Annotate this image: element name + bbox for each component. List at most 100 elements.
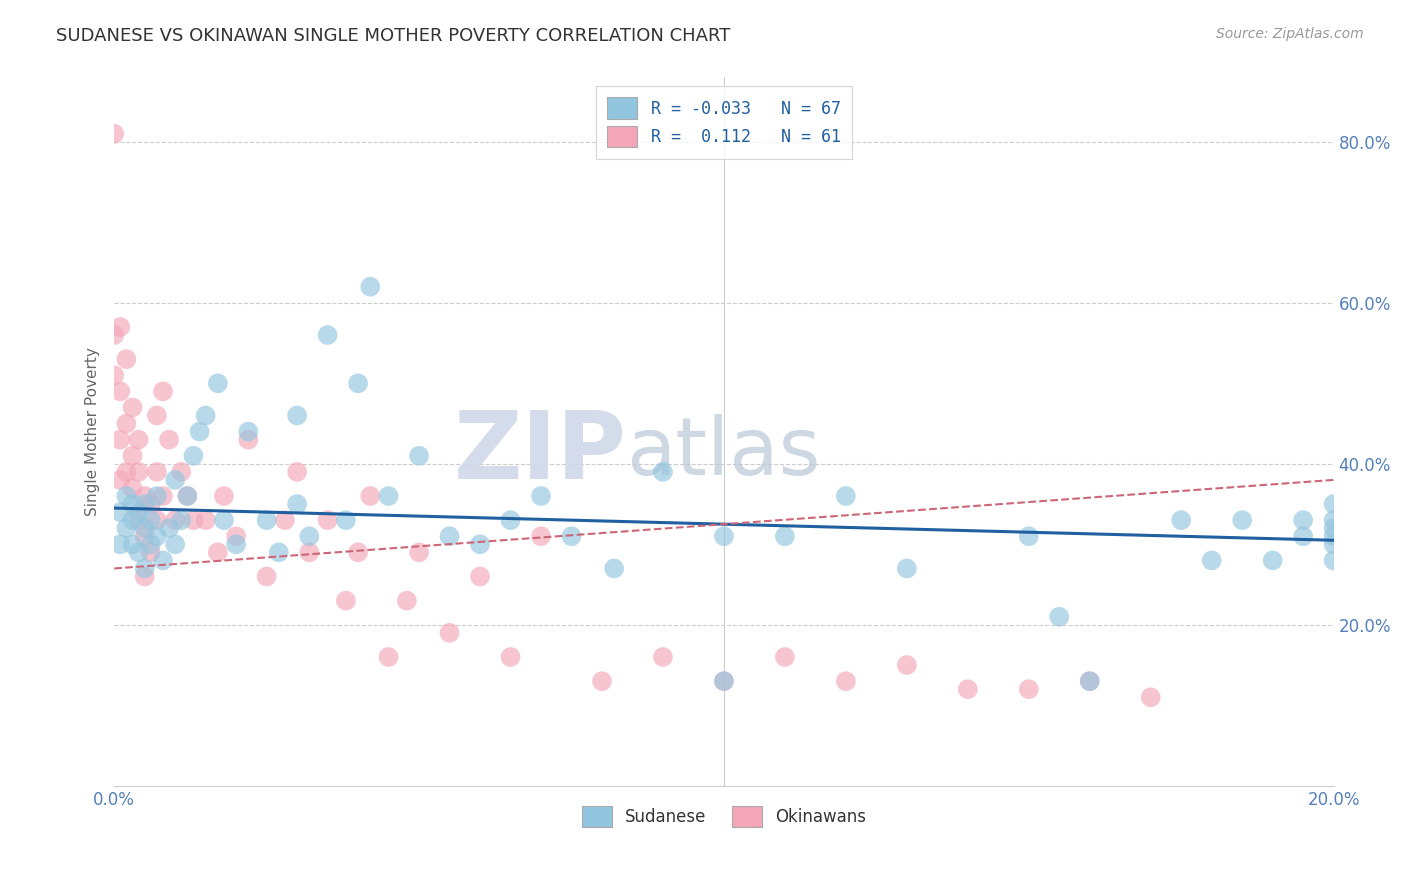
Point: [1078, 674, 1101, 689]
Point: [152, 489, 174, 503]
Point: [560, 529, 582, 543]
Point: [170, 465, 193, 479]
Point: [956, 682, 979, 697]
Point: [110, 537, 132, 551]
Point: [439, 529, 461, 543]
Point: [212, 513, 235, 527]
Point: [395, 593, 418, 607]
Point: [377, 489, 399, 503]
Point: [194, 513, 217, 527]
Point: [499, 650, 522, 665]
Point: [139, 497, 162, 511]
Text: SUDANESE VS OKINAWAN SINGLE MOTHER POVERTY CORRELATION CHART: SUDANESE VS OKINAWAN SINGLE MOTHER POVER…: [56, 27, 731, 45]
Point: [1078, 674, 1101, 689]
Point: [530, 529, 553, 543]
Point: [285, 409, 308, 423]
Point: [134, 489, 156, 503]
Point: [176, 489, 198, 503]
Point: [773, 529, 796, 543]
Point: [183, 449, 205, 463]
Point: [110, 433, 132, 447]
Point: [128, 433, 150, 447]
Point: [139, 537, 162, 551]
Point: [652, 650, 675, 665]
Point: [408, 449, 430, 463]
Point: [134, 529, 156, 543]
Point: [121, 401, 143, 415]
Point: [225, 537, 247, 551]
Point: [713, 529, 735, 543]
Point: [212, 489, 235, 503]
Point: [408, 545, 430, 559]
Point: [713, 674, 735, 689]
Point: [146, 465, 169, 479]
Point: [835, 489, 858, 503]
Point: [335, 513, 357, 527]
Point: [128, 505, 150, 519]
Point: [285, 465, 308, 479]
Point: [1230, 513, 1253, 527]
Point: [165, 513, 187, 527]
Text: atlas: atlas: [626, 414, 821, 491]
Point: [176, 489, 198, 503]
Point: [1170, 513, 1192, 527]
Point: [128, 545, 150, 559]
Point: [110, 473, 132, 487]
Point: [110, 505, 132, 519]
Point: [134, 569, 156, 583]
Point: [170, 513, 193, 527]
Point: [152, 553, 174, 567]
Point: [152, 384, 174, 399]
Point: [139, 513, 162, 527]
Point: [1047, 609, 1070, 624]
Point: [225, 529, 247, 543]
Point: [896, 561, 918, 575]
Point: [146, 513, 169, 527]
Point: [134, 561, 156, 575]
Point: [103, 328, 125, 343]
Point: [139, 545, 162, 559]
Point: [128, 513, 150, 527]
Point: [468, 569, 491, 583]
Point: [316, 513, 339, 527]
Point: [347, 376, 370, 391]
Point: [207, 376, 229, 391]
Point: [146, 489, 169, 503]
Point: [115, 352, 138, 367]
Point: [298, 545, 321, 559]
Legend: Sudanese, Okinawans: Sudanese, Okinawans: [575, 799, 873, 834]
Point: [238, 425, 260, 439]
Point: [1323, 513, 1346, 527]
Point: [188, 425, 211, 439]
Point: [165, 473, 187, 487]
Point: [194, 409, 217, 423]
Point: [1292, 513, 1315, 527]
Point: [256, 569, 278, 583]
Text: Source: ZipAtlas.com: Source: ZipAtlas.com: [1216, 27, 1364, 41]
Point: [121, 537, 143, 551]
Point: [134, 521, 156, 535]
Point: [359, 489, 381, 503]
Point: [146, 409, 169, 423]
Y-axis label: Single Mother Poverty: Single Mother Poverty: [86, 347, 100, 516]
Point: [591, 674, 613, 689]
Point: [267, 545, 290, 559]
Point: [835, 674, 858, 689]
Point: [207, 545, 229, 559]
Point: [1292, 529, 1315, 543]
Point: [359, 279, 381, 293]
Point: [103, 127, 125, 141]
Point: [121, 513, 143, 527]
Point: [603, 561, 626, 575]
Point: [110, 384, 132, 399]
Point: [110, 320, 132, 334]
Point: [115, 465, 138, 479]
Point: [1018, 682, 1040, 697]
Point: [121, 497, 143, 511]
Point: [652, 465, 675, 479]
Point: [121, 481, 143, 495]
Point: [896, 658, 918, 673]
Point: [121, 449, 143, 463]
Point: [1323, 521, 1346, 535]
Point: [256, 513, 278, 527]
